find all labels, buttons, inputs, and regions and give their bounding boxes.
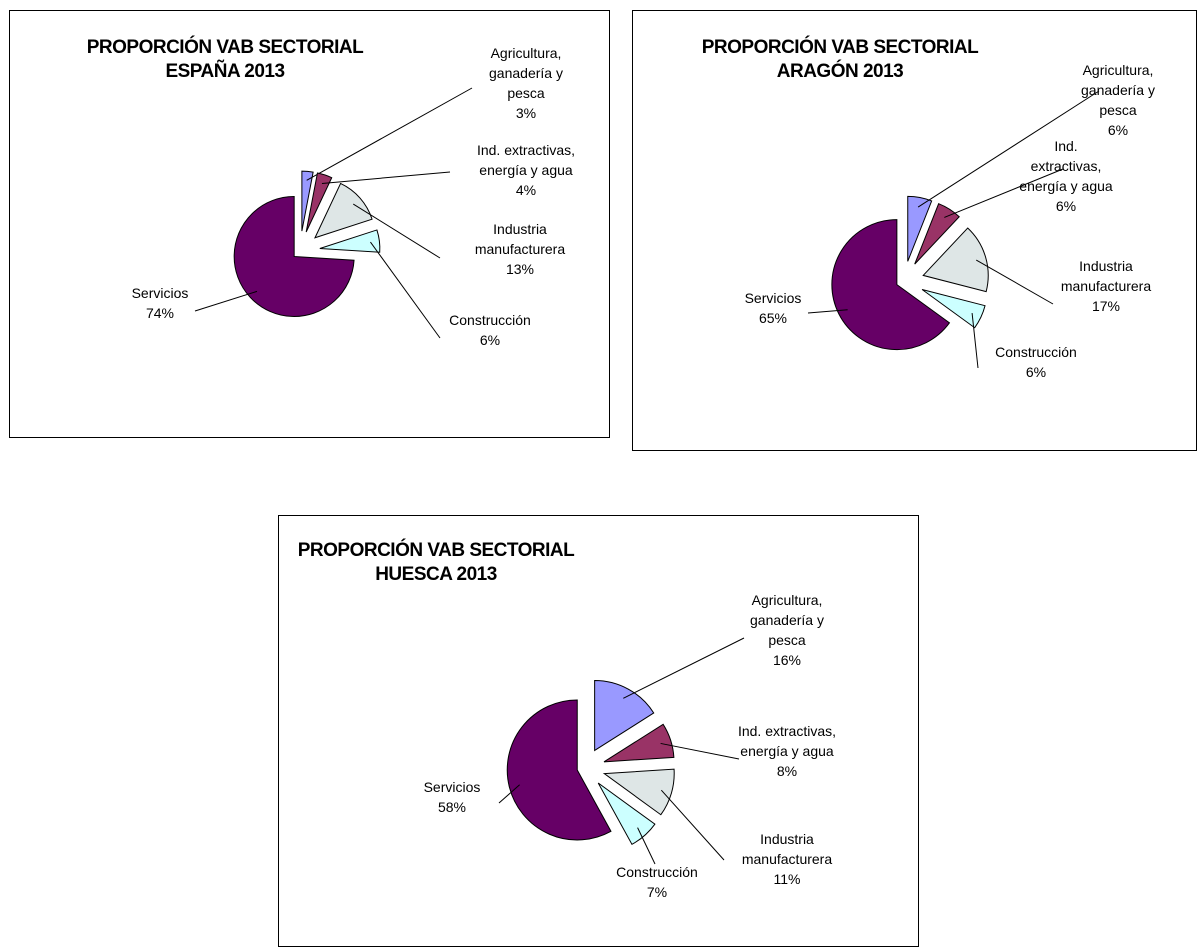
- pie-slice-agricultura: [907, 195, 933, 262]
- slice-label-servicios: Servicios 65%: [745, 290, 802, 326]
- pie-slice-construccion: [921, 289, 986, 329]
- chart-subtitle: HUESCA 2013: [375, 564, 497, 585]
- chart-subtitle: ESPAÑA 2013: [165, 60, 284, 82]
- pie-slice-manufacturera: [922, 227, 989, 293]
- chart-aragon: PROPORCIÓN VAB SECTORIAL ARAGÓN 2013 Agric…: [632, 10, 1197, 451]
- leader-line: [352, 203, 441, 259]
- chart-title: PROPORCIÓN VAB SECTORIAL: [87, 36, 364, 58]
- chart-huesca: PROPORCIÓN VAB SECTORIAL HUESCA 2013 Agric…: [278, 515, 919, 947]
- pie-slice-agricultura: [301, 170, 314, 232]
- pie-slice-servicios: [233, 195, 355, 317]
- slice-label-manufacturera: Industria manufacturera 13%: [475, 221, 565, 277]
- pie-slice-extractivas: [603, 723, 675, 763]
- slice-label-agricultura: Agricultura, ganadería y pesca 6%: [1081, 62, 1155, 138]
- pie-slice-agricultura: [594, 679, 655, 752]
- pie-slice-construccion: [597, 782, 656, 846]
- leader-line: [637, 827, 656, 865]
- pie-chart-huesca: PROPORCIÓN VAB SECTORIAL HUESCA 2013 Agric…: [298, 539, 836, 900]
- leader-line: [944, 168, 1064, 218]
- leader-line: [321, 171, 451, 184]
- slice-label-servicios: Servicios 74%: [132, 285, 189, 321]
- leader-line: [976, 259, 1054, 305]
- slice-label-manufacturera: Industria manufacturera 11%: [742, 831, 832, 887]
- pie-slice-manufacturera: [602, 768, 675, 816]
- pie-slice-extractivas: [914, 203, 960, 265]
- slice-label-construccion: Construcción 6%: [449, 312, 531, 348]
- slice-label-extractivas: Ind. extractivas, energía y agua 4%: [477, 142, 575, 198]
- chart-espana: PROPORCIÓN VAB SECTORIAL ESPAÑA 2013 Agric…: [9, 10, 610, 438]
- chart-title: PROPORCIÓN VAB SECTORIAL: [298, 539, 575, 561]
- leader-line: [917, 90, 1100, 208]
- pie-slice-manufacturera: [314, 182, 373, 239]
- slice-label-construccion: Construcción 7%: [616, 864, 698, 900]
- slice-label-extractivas: Ind. extractivas, energía y agua 6%: [1019, 138, 1113, 214]
- leader-line: [370, 241, 441, 339]
- slice-label-manufacturera: Industria manufacturera 17%: [1061, 258, 1151, 314]
- slice-label-construccion: Construcción 6%: [995, 344, 1077, 380]
- pie-slice-construccion: [319, 229, 381, 253]
- pie-slice-servicios: [831, 219, 951, 351]
- pie-slice-extractivas: [305, 172, 333, 233]
- pie-slice-servicios: [506, 699, 612, 841]
- leader-line: [498, 784, 520, 804]
- slice-label-agricultura: Agricultura, ganadería y pesca 3%: [489, 45, 563, 121]
- chart-subtitle: ARAGÓN 2013: [777, 60, 904, 82]
- leader-line: [660, 789, 725, 861]
- slice-label-extractivas: Ind. extractivas, energía y agua 8%: [738, 723, 836, 779]
- slice-label-agricultura: Agricultura, ganadería y pesca 16%: [750, 592, 824, 668]
- leader-line: [971, 312, 979, 369]
- chart-title: PROPORCIÓN VAB SECTORIAL: [702, 36, 979, 58]
- slice-label-servicios: Servicios 58%: [424, 779, 481, 815]
- leader-line: [306, 87, 473, 181]
- leader-line: [660, 742, 740, 760]
- leader-line: [807, 309, 848, 314]
- leader-line: [623, 637, 745, 699]
- leader-line: [194, 290, 258, 312]
